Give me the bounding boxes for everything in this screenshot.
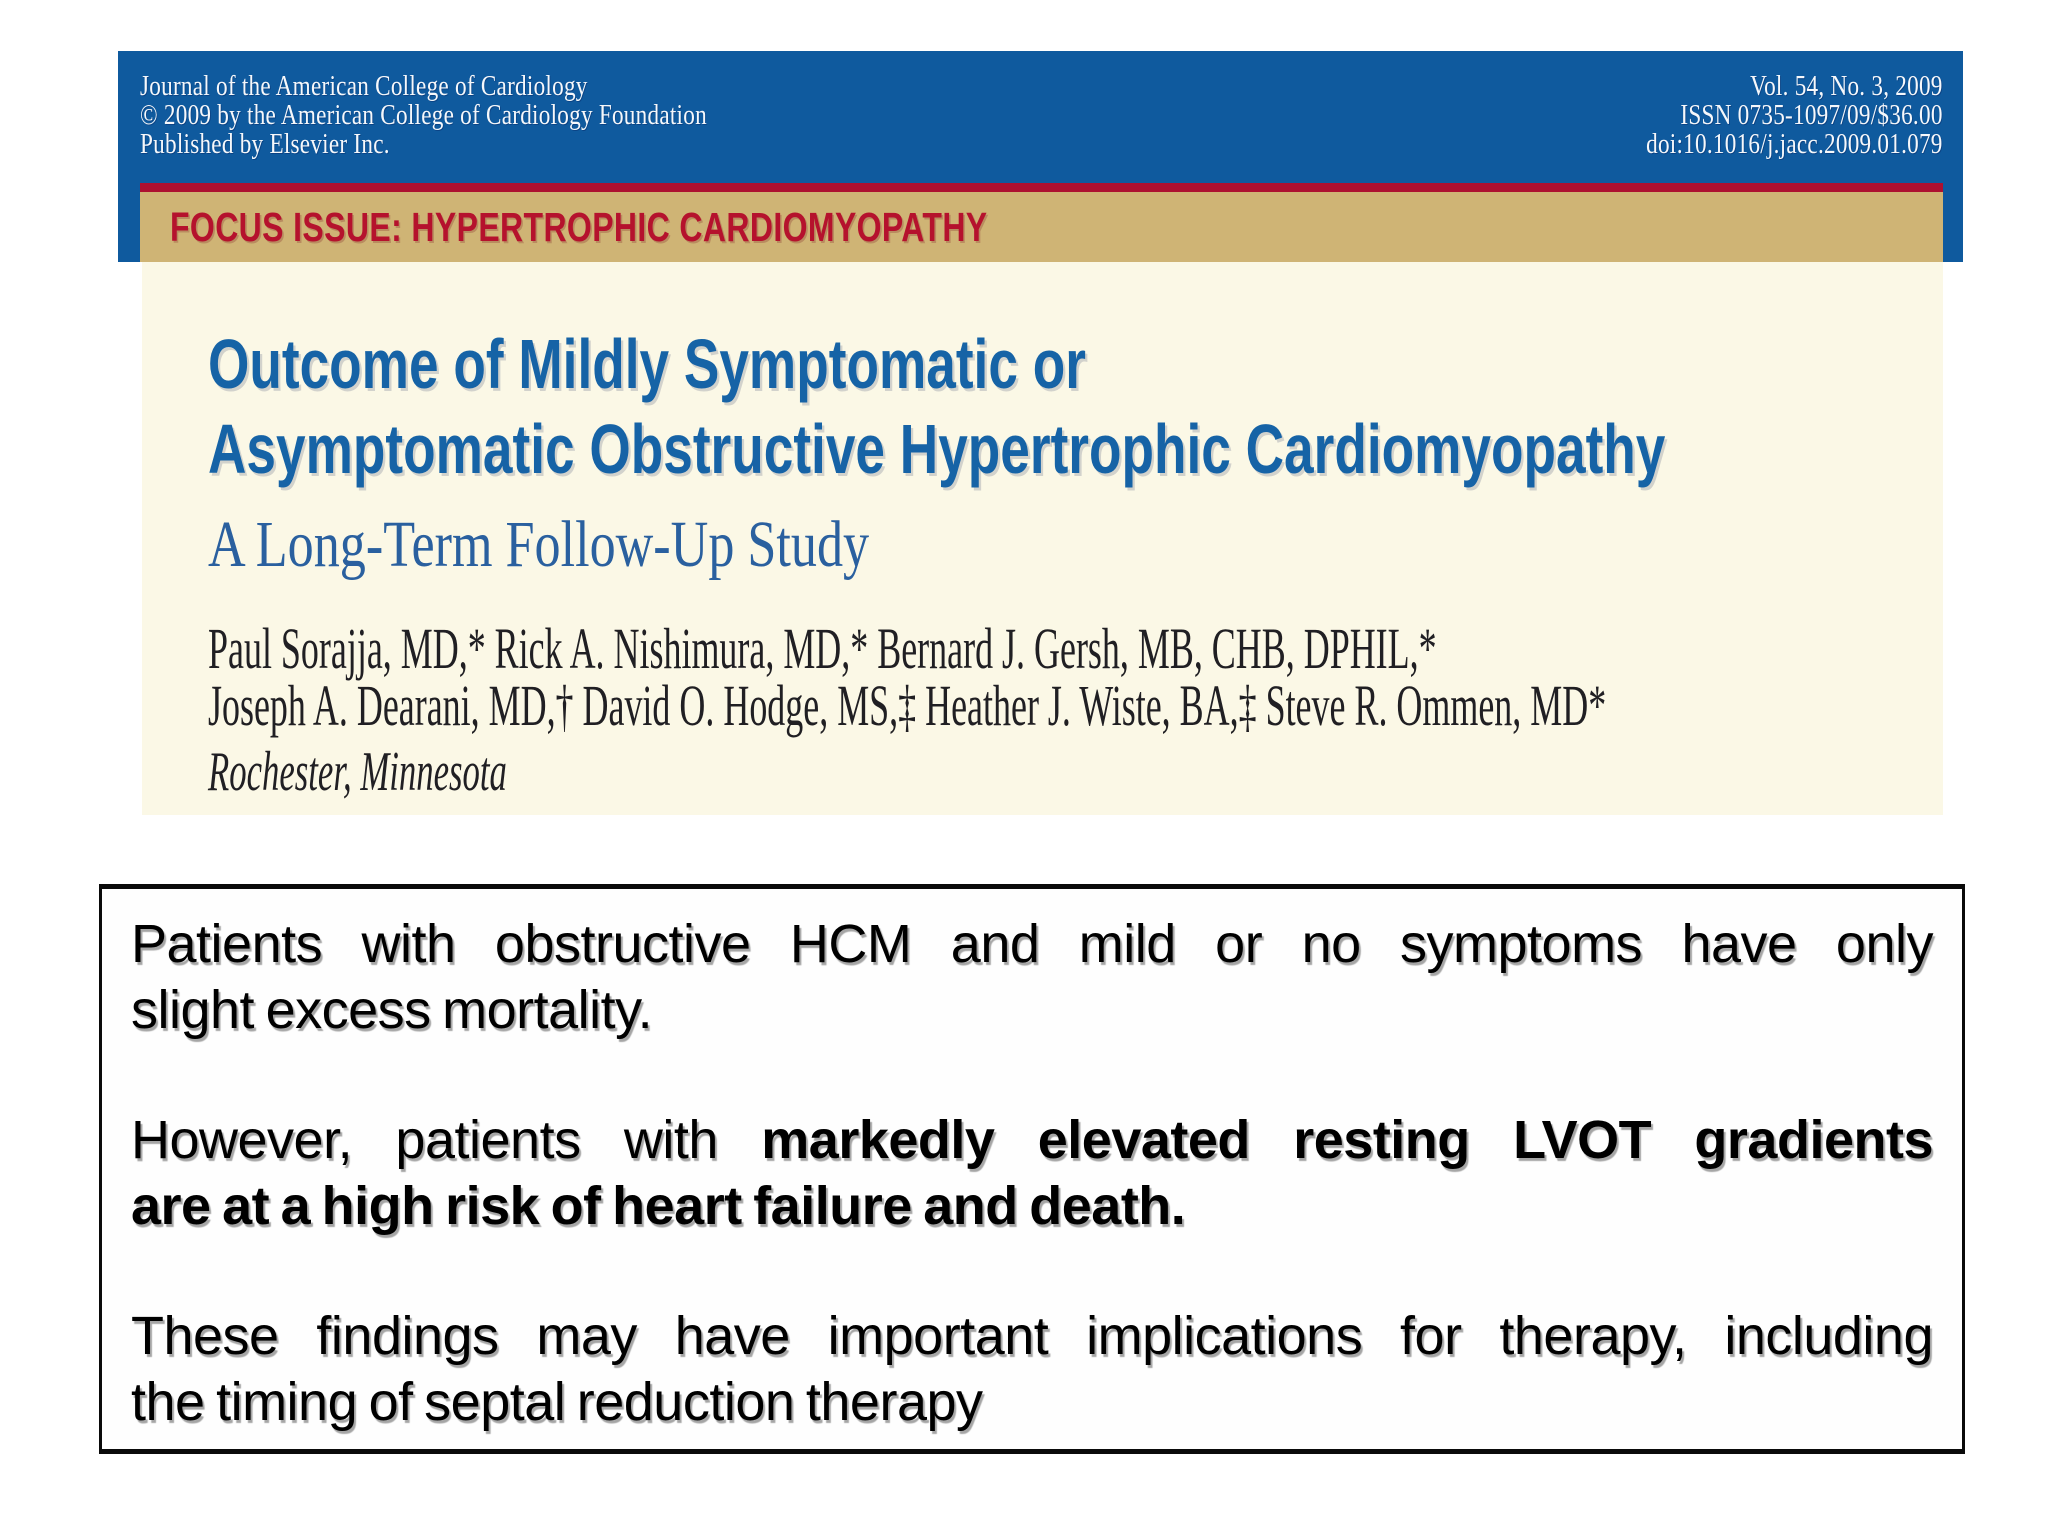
journal-info: Journal of the American College of Cardi… — [140, 72, 707, 159]
summary-p1-line-2: slight excess mortality. — [131, 980, 653, 1040]
journal-masthead: Journal of the American College of Cardi… — [118, 51, 1963, 262]
summary-p3-line-2: the timing of septal reduction therapy — [131, 1372, 983, 1432]
author-line-2: Joseph A. Dearani, MD,† David O. Hodge, … — [208, 673, 1607, 738]
article-title-line-2: Asymptomatic Obstructive Hypertrophic Ca… — [208, 410, 1666, 488]
summary-box: Patients with obstructive HCM and mild o… — [99, 884, 1965, 1454]
issue-volume: Vol. 54, No. 3, 2009 — [1750, 70, 1943, 102]
issue-info: Vol. 54, No. 3, 2009 ISSN 0735-1097/09/$… — [1646, 72, 1943, 159]
author-line-1: Paul Sorajja, MD,* Rick A. Nishimura, MD… — [208, 616, 1437, 681]
focus-issue-label: FOCUS ISSUE: HYPERTROPHIC CARDIOMYOPATHY — [170, 203, 988, 250]
journal-copyright: © 2009 by the American College of Cardio… — [140, 99, 707, 131]
issue-doi: doi:10.1016/j.jacc.2009.01.079 — [1646, 128, 1943, 160]
red-divider — [140, 183, 1943, 192]
issue-issn: ISSN 0735-1097/09/$36.00 — [1680, 99, 1943, 131]
article-header-panel — [142, 262, 1943, 815]
article-title-line-1: Outcome of Mildly Symptomatic or — [208, 325, 1086, 403]
summary-paragraph-1: Patients with obstructive HCM and mild o… — [131, 911, 1934, 1043]
summary-paragraph-3: These findings may have important implic… — [131, 1303, 1934, 1435]
author-list: Paul Sorajja, MD,* Rick A. Nishimura, MD… — [208, 616, 1607, 738]
article-title: Outcome of Mildly Symptomatic or Asympto… — [208, 322, 1665, 492]
summary-p2-normal-text: However, patients with — [131, 1110, 762, 1170]
author-location: Rochester, Minnesota — [208, 741, 507, 803]
focus-issue-banner: FOCUS ISSUE: HYPERTROPHIC CARDIOMYOPATHY — [140, 192, 1943, 262]
article-subtitle: A Long-Term Follow-Up Study — [208, 508, 870, 581]
summary-p1-line-1: Patients with obstructive HCM and mild o… — [131, 914, 1934, 974]
summary-p2-line-2: are at a high risk of heart failure and … — [131, 1176, 1186, 1236]
summary-p3-line-1: These findings may have important implic… — [131, 1306, 1934, 1366]
journal-name: Journal of the American College of Cardi… — [140, 70, 588, 102]
journal-publisher: Published by Elsevier Inc. — [140, 128, 390, 160]
summary-p2-bold-text: markedly elevated resting LVOT gradients — [761, 1110, 1933, 1170]
summary-paragraph-2: However, patients with markedly elevated… — [131, 1107, 1933, 1239]
summary-p2-line-1: However, patients with markedly elevated… — [131, 1107, 1933, 1173]
